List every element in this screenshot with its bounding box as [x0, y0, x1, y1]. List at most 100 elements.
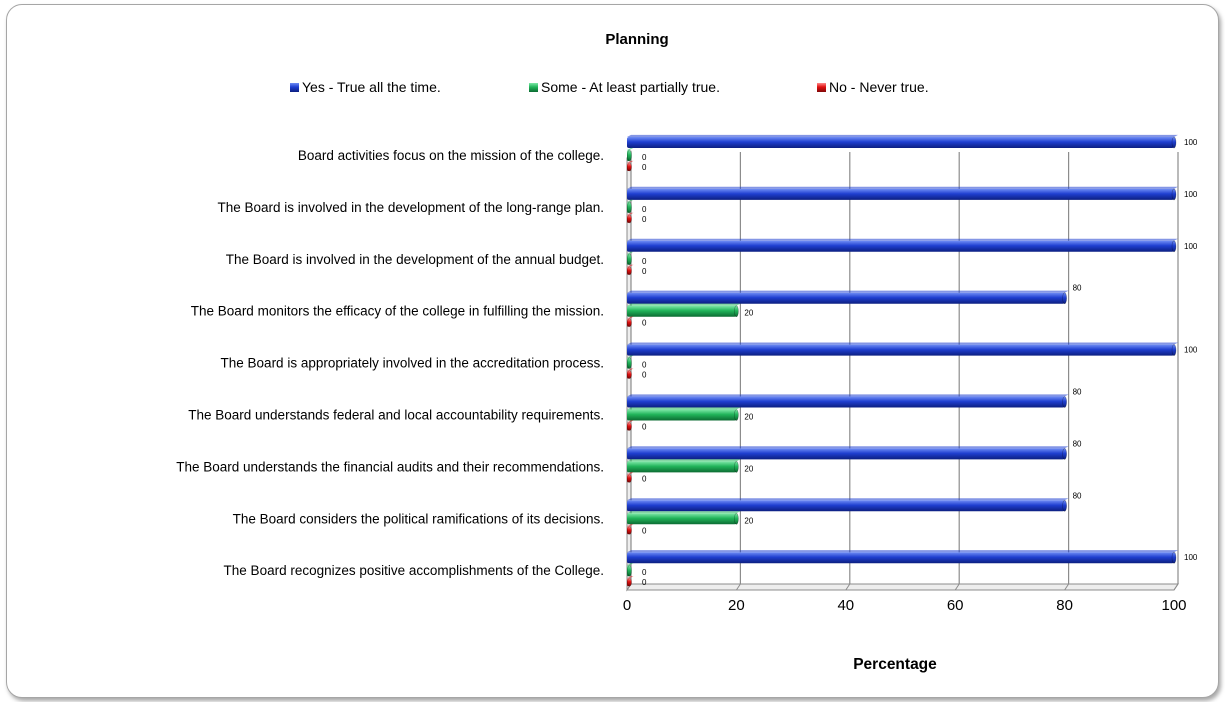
plot-area: 1000010000100008020010000802008020080200… — [626, 134, 1198, 592]
data-label: 20 — [744, 516, 753, 525]
data-label: 0 — [642, 215, 647, 224]
bar-end-cap — [627, 474, 632, 483]
bar-front-face — [627, 137, 1174, 148]
bar-end-cap — [627, 318, 632, 328]
data-label: 0 — [642, 361, 647, 370]
bar-front-face — [627, 188, 1174, 200]
data-label: 20 — [744, 464, 753, 473]
bar-end-cap — [627, 214, 632, 224]
x-tick-label: 60 — [947, 597, 964, 614]
bar-top-face — [627, 316, 634, 319]
bar-top-face — [627, 134, 1178, 137]
gridline-depth — [735, 583, 741, 591]
x-axis-title: Percentage — [853, 656, 937, 673]
bar-end-cap — [734, 461, 739, 473]
bar-top-face — [627, 459, 741, 462]
bar-end-cap — [1171, 136, 1177, 149]
category-label: The Board is involved in the development… — [218, 200, 605, 215]
bar — [627, 264, 634, 276]
x-tick-label: 80 — [1056, 597, 1073, 614]
bar — [627, 342, 1178, 356]
data-label: 0 — [642, 267, 647, 276]
bar — [627, 407, 741, 421]
data-label: 20 — [744, 413, 753, 422]
bar-top-face — [627, 264, 634, 267]
bar-end-cap — [1171, 240, 1177, 253]
gridline-depth — [954, 583, 960, 591]
bar — [627, 446, 1069, 460]
bar — [627, 576, 634, 587]
data-label: 0 — [642, 526, 647, 535]
bar-front-face — [627, 500, 1065, 512]
bar — [627, 420, 634, 431]
data-label: 0 — [642, 578, 647, 587]
bar-end-cap — [627, 525, 632, 535]
bar-top-face — [627, 576, 634, 579]
bar-front-face — [627, 344, 1174, 356]
x-tick-label: 40 — [837, 597, 854, 614]
legend: Yes - True all the time. Some - At least… — [290, 79, 929, 95]
x-tick-label: 100 — [1161, 597, 1186, 614]
data-label: 100 — [1184, 553, 1198, 562]
depth-floor — [626, 583, 1179, 591]
legend-swatch-no — [817, 83, 826, 92]
bar-end-cap — [627, 577, 632, 587]
bar — [627, 290, 1069, 305]
bar-end-cap — [734, 409, 739, 421]
bar-end-cap — [734, 512, 739, 525]
bar-front-face — [627, 240, 1174, 252]
x-axis-tick-labels: 0 20 40 60 80 100 — [623, 597, 1187, 614]
category-label: The Board monitors the efficacy of the c… — [191, 304, 604, 319]
data-label: 0 — [642, 163, 647, 172]
data-label: 100 — [1184, 190, 1198, 199]
legend-entry-some: Some - At least partially true. — [541, 79, 720, 95]
bar-top-face — [627, 498, 1069, 501]
bar-top-face — [627, 238, 1178, 241]
bar-front-face — [627, 461, 737, 473]
legend-swatch-yes — [290, 83, 299, 92]
bar-end-cap — [627, 253, 632, 266]
gridline-depth — [1064, 583, 1070, 591]
gridline-depth — [1173, 583, 1179, 591]
bar-end-cap — [627, 266, 632, 276]
data-label: 100 — [1184, 138, 1198, 147]
bar-top-face — [627, 420, 634, 423]
data-label: 80 — [1073, 439, 1082, 448]
category-label: The Board recognizes positive accomplish… — [224, 563, 604, 578]
category-label: The Board is appropriately involved in t… — [221, 356, 604, 371]
bar-end-cap — [627, 149, 632, 162]
legend-entry-yes: Yes - True all the time. — [302, 79, 441, 95]
category-label: The Board understands federal and local … — [188, 408, 604, 423]
bar — [627, 550, 1178, 564]
legend-entry-no: No - Never true. — [829, 79, 929, 95]
bar-front-face — [627, 513, 737, 525]
bar-end-cap — [1171, 188, 1177, 201]
bar — [627, 238, 1178, 253]
bar-end-cap — [1062, 499, 1067, 512]
bar-end-cap — [627, 370, 632, 379]
bar-top-face — [627, 446, 1069, 449]
data-label: 0 — [642, 474, 647, 483]
bar — [627, 212, 634, 224]
category-label: The Board considers the political ramifi… — [233, 511, 604, 526]
bar — [627, 186, 1178, 201]
bar-end-cap — [627, 162, 632, 172]
bar — [627, 134, 1178, 149]
bar — [627, 394, 1069, 408]
data-label: 0 — [642, 371, 647, 380]
data-label: 20 — [744, 309, 753, 318]
bar-end-cap — [627, 422, 632, 431]
bar-top-face — [627, 368, 634, 371]
data-label: 0 — [642, 153, 647, 162]
bar-end-cap — [627, 564, 632, 577]
bar-top-face — [627, 563, 634, 566]
bar-top-face — [627, 147, 634, 150]
bar — [627, 199, 634, 214]
bar — [627, 472, 634, 483]
bar — [627, 147, 634, 162]
bar-top-face — [627, 550, 1178, 553]
bar — [627, 355, 634, 369]
data-label: 80 — [1073, 388, 1082, 397]
bar-end-cap — [1171, 551, 1177, 564]
bar-top-face — [627, 290, 1069, 293]
